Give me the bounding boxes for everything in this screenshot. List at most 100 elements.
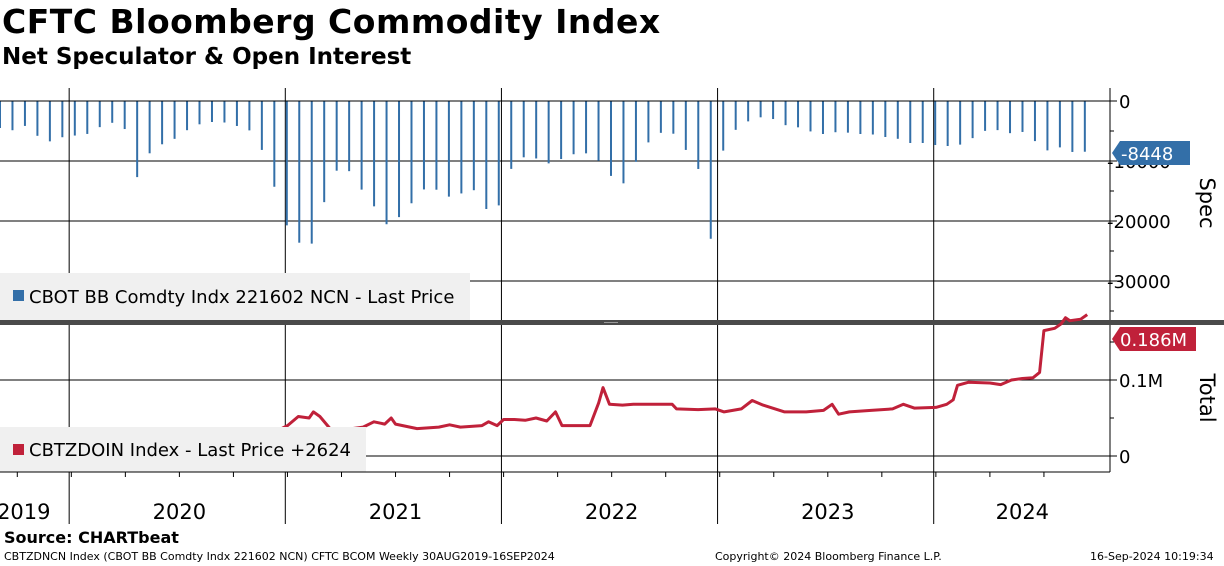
x-year-label: 2020 [153,500,206,524]
spec-bar [36,101,39,136]
spec-bar [360,101,363,190]
x-year-label: 2021 [369,500,422,524]
chart-subtitle: Net Speculator & Open Interest [2,44,412,70]
total-last-value: 0.186M [1120,330,1187,351]
spec-bar [821,101,824,134]
x-year-label: 2019 [0,500,51,524]
spec-bar [485,101,488,209]
spec-bar [136,101,139,178]
spec-bar [235,101,238,126]
spec-bar [472,101,475,191]
spec-bar [285,101,288,226]
spec-bar [971,101,974,139]
footer-description: CBTZDNCN Index (CBOT BB Comdty Indx 2216… [4,550,555,563]
spec-bar [23,101,26,126]
spec-bar [859,101,862,134]
spec-bar [510,101,513,169]
spec-bar [86,101,89,134]
spec-bar [111,101,114,123]
x-axis-ticks [16,472,1045,524]
spec-bar [0,101,1,128]
spec-bar [1021,101,1024,132]
total-tick-label: 0.1M [1119,371,1163,392]
spec-bar [772,101,775,120]
spec-bar [996,101,999,131]
spec-bar [210,101,213,122]
spec-bar [1009,101,1012,134]
spec-bar [61,101,64,138]
spec-bar [161,101,164,145]
chart-svg: 0-10000-20000-30000 Spec -8448 CBOT BB C… [0,88,1224,524]
spec-bar [435,101,438,190]
spec-bar [784,101,787,126]
spec-bar [959,101,962,145]
spec-axis-label: Spec [1195,177,1219,228]
spec-bar [298,101,301,243]
spec-bar [934,101,937,146]
spec-bar [709,101,712,239]
x-axis: 2019 2020 2021 2022 2023 2024 [0,471,1110,524]
spec-bar [148,101,151,154]
spec-bar [447,101,450,197]
spec-bar [248,101,251,131]
spec-bar [73,101,76,136]
spec-bar [1046,101,1049,151]
spec-bar-series [0,101,1086,244]
spec-bar [273,101,276,187]
chart-title: CFTC Bloomberg Commodity Index [2,2,661,41]
spec-bar [323,101,326,203]
spec-bar [223,101,226,123]
footer-timestamp: 16-Sep-2024 10:19:34 [1090,550,1214,563]
spec-tick-label: 0 [1119,92,1130,113]
spec-last-value: -8448 [1121,144,1173,165]
spec-bar [921,101,924,143]
spec-bar [1083,101,1086,152]
spec-y-ticks: 0-10000-20000-30000 [1107,92,1171,312]
spec-bar [522,101,525,158]
total-y-ticks: 0 0.1M [1110,341,1163,468]
spec-tick-label: -20000 [1107,212,1171,233]
spec-bar [1071,101,1074,152]
x-axis-year-labels: 2019 2020 2021 2022 2023 2024 [0,500,1049,524]
spec-bar [422,101,425,190]
spec-bar [597,101,600,161]
spec-bar [572,101,575,155]
spec-bar [884,101,887,137]
spec-bar [697,101,700,169]
x-year-label: 2022 [585,500,638,524]
spec-legend-text: CBOT BB Comdty Indx 221602 NCN - Last Pr… [29,287,454,308]
spec-bar [335,101,338,171]
total-last-value-flag: 0.186M [1112,327,1196,351]
spec-bar [946,101,949,146]
spec-last-value-flag: -8448 [1112,141,1190,165]
spec-bar [634,101,637,162]
spec-bar [585,101,588,154]
spec-bar [186,101,189,131]
footer-copyright: Copyright© 2024 Bloomberg Finance L.P. [715,550,942,563]
total-legend-swatch [13,444,24,455]
total-axis-label: Total [1195,372,1219,422]
spec-legend: CBOT BB Comdty Indx 221602 NCN - Last Pr… [0,273,470,321]
spec-bar [659,101,662,133]
spec-bar [260,101,263,150]
spec-legend-swatch [13,290,24,301]
spec-bar [609,101,612,176]
spec-bar [398,101,401,218]
spec-bar [198,101,201,125]
spec-bar [909,101,912,143]
spec-bar [497,101,500,206]
spec-bar [647,101,650,143]
spec-bar [846,101,849,133]
total-legend-text: CBTZDOIN Index - Last Price +2624 [29,440,351,461]
spec-bar [535,101,538,159]
total-panel: 0 0.1M Total 0.186M CBTZDOIN Index - Last… [0,313,1219,472]
x-year-label: 2024 [996,500,1049,524]
spec-bar [385,101,388,225]
spec-bar [722,101,725,151]
spec-bar [410,101,413,204]
spec-bar [560,101,563,160]
total-legend: CBTZDOIN Index - Last Price +2624 [0,427,366,472]
spec-bar [747,101,750,122]
source-label: Source: CHARTbeat [4,528,179,547]
spec-bar [871,101,874,135]
